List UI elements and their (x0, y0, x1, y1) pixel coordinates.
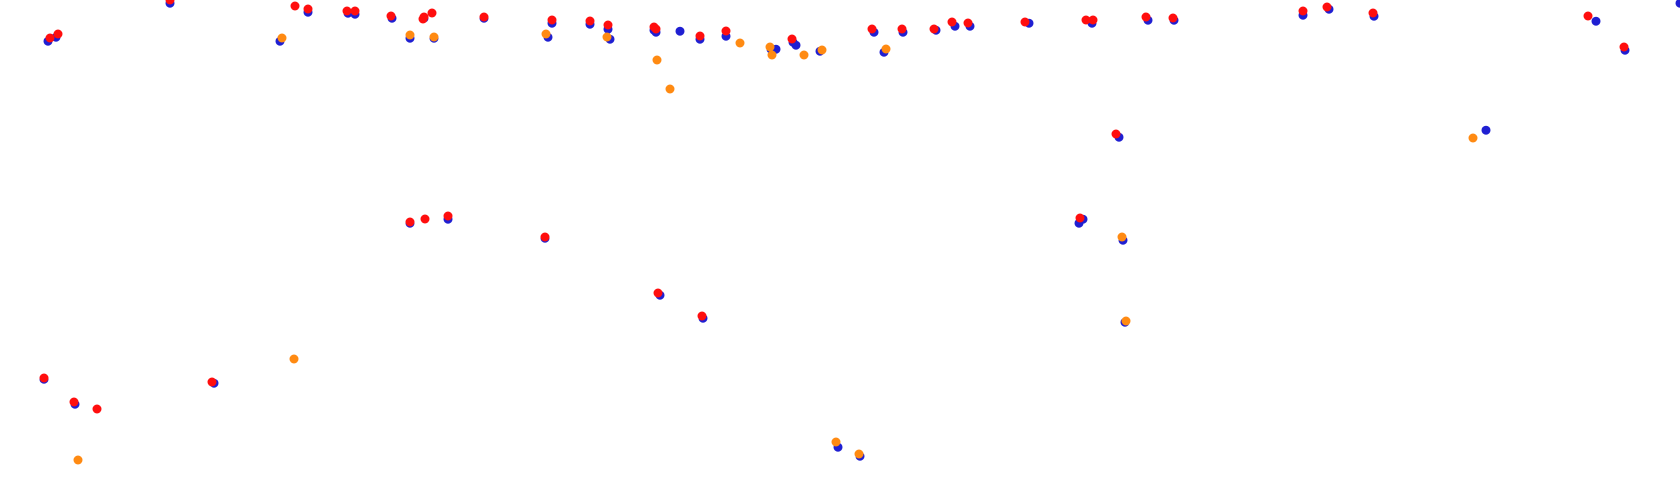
data-point-red (290, 1, 300, 11)
data-point-orange (881, 44, 891, 54)
data-point-red (45, 33, 55, 43)
data-point-red (867, 24, 877, 34)
data-point-red (695, 31, 705, 41)
data-point-red (420, 214, 430, 224)
data-point-red (963, 18, 973, 28)
data-point-orange (602, 32, 612, 42)
data-point-red (897, 24, 907, 34)
data-point-orange (652, 55, 662, 65)
data-point-blue (1675, 0, 1680, 8)
data-point-red (165, 0, 175, 5)
data-point-red (443, 211, 453, 221)
data-point-red (603, 20, 613, 30)
data-point-red (1583, 11, 1593, 21)
data-point-orange (765, 42, 775, 52)
data-point-blue (1481, 125, 1491, 135)
data-point-orange (1468, 133, 1478, 143)
data-point-red (651, 24, 661, 34)
data-point-red (418, 14, 428, 24)
series-red (39, 0, 1629, 414)
data-point-red (1020, 17, 1030, 27)
data-point-orange (817, 45, 827, 55)
data-point-red (350, 6, 360, 16)
data-point-orange (735, 38, 745, 48)
data-point-blue (675, 26, 685, 36)
data-point-orange (1121, 316, 1131, 326)
data-point-orange (541, 29, 551, 39)
series-orange (73, 29, 1478, 465)
data-point-red (207, 377, 217, 387)
data-point-red (787, 34, 797, 44)
data-point-red (342, 6, 352, 16)
data-point-orange (854, 449, 864, 459)
data-point-red (929, 24, 939, 34)
data-point-red (1081, 15, 1091, 25)
data-point-red (1619, 42, 1629, 52)
data-point-orange (799, 50, 809, 60)
data-point-red (1322, 2, 1332, 12)
data-point-red (427, 8, 437, 18)
data-point-orange (405, 30, 415, 40)
data-point-orange (73, 455, 83, 465)
data-point-red (1088, 15, 1098, 25)
data-point-red (405, 217, 415, 227)
data-point-red (39, 373, 49, 383)
data-point-blue (1591, 16, 1601, 26)
data-point-red (540, 232, 550, 242)
data-point-red (303, 4, 313, 14)
data-point-red (585, 16, 595, 26)
data-point-red (1141, 12, 1151, 22)
data-point-red (1298, 6, 1308, 16)
data-point-orange (831, 437, 841, 447)
data-point-red (947, 17, 957, 27)
data-point-orange (767, 50, 777, 60)
data-point-red (1168, 13, 1178, 23)
data-point-orange (1117, 232, 1127, 242)
data-point-red (1111, 129, 1121, 139)
data-point-red (653, 288, 663, 298)
series-blue (39, 0, 1680, 461)
data-point-red (53, 29, 63, 39)
data-point-orange (277, 33, 287, 43)
data-point-red (69, 397, 79, 407)
data-point-orange (665, 84, 675, 94)
data-point-red (1075, 213, 1085, 223)
scatter-series-layer (39, 0, 1680, 465)
data-point-red (697, 311, 707, 321)
data-point-red (1368, 8, 1378, 18)
data-point-orange (289, 354, 299, 364)
data-point-red (92, 404, 102, 414)
data-point-red (479, 12, 489, 22)
data-point-orange (429, 32, 439, 42)
data-point-red (386, 11, 396, 21)
data-point-red (721, 26, 731, 36)
data-point-red (547, 15, 557, 25)
